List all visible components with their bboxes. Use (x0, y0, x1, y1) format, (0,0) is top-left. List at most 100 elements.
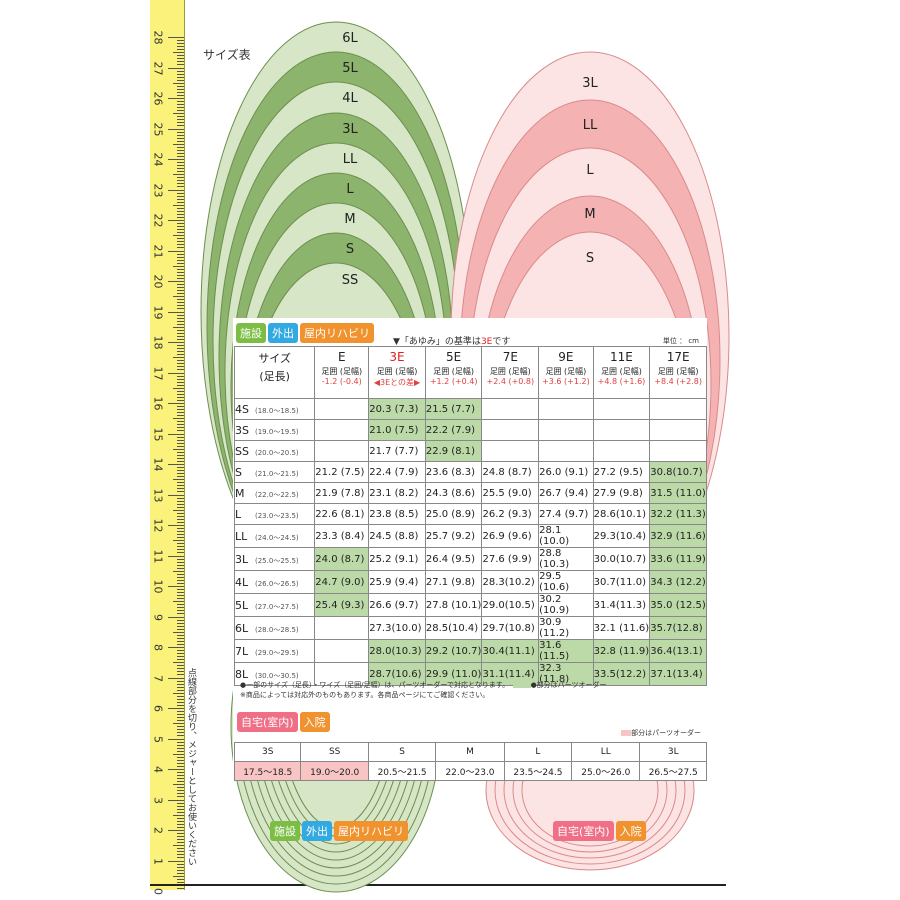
ruler-tick (177, 168, 184, 170)
ruler-tick (177, 268, 184, 270)
ruler-tick (173, 540, 184, 542)
ruler-tick (177, 119, 184, 121)
ruler-tick (177, 241, 184, 243)
table-row: 3S (19.0〜19.5) 21.0 (7.5) 22.2 (7.9) (233, 419, 707, 441)
table-cell: 29.9 (11.0) (424, 662, 483, 686)
ruler-tick (177, 439, 184, 441)
header-size-label: サイズ (258, 352, 291, 365)
table-cell: 35.0 (12.5) (649, 593, 707, 617)
header-size: サイズ (足長) (233, 346, 316, 399)
ruler-tick (177, 284, 184, 286)
table-cell (314, 398, 370, 420)
ruler-tick (168, 342, 184, 343)
width-sub-label: 足囲 (足幅) (657, 367, 699, 376)
table-cell: 26.9 (9.6) (481, 524, 540, 548)
ruler-tick (173, 723, 184, 725)
ruler-tick (173, 204, 184, 206)
ruler-tick (177, 729, 184, 731)
ruler-tick (177, 345, 184, 347)
table-cell: 32.1 (11.6) (592, 616, 651, 640)
ruler-tick (168, 433, 184, 435)
header-width-9e: 9E 足囲 (足幅) +3.6 (+1.2) (538, 346, 594, 399)
ruler-tick (177, 476, 184, 478)
table-row: 6L (28.0〜28.5) 27.3(10.0) 28.5(10.4) 29.7(10… (233, 616, 707, 640)
table-cell: 22.9 (8.1) (424, 440, 483, 462)
ruler-tick (177, 775, 184, 777)
table-row: 3L (25.0〜25.5) 24.0 (8.7) 25.2 (9.1) 26.4 (9… (233, 547, 707, 571)
ruler-tick (168, 525, 184, 526)
ruler-tick (177, 543, 184, 545)
home-note: 部分はパーツオーダー (621, 728, 701, 738)
row-size-name: S (235, 465, 242, 479)
row-size-label: 3L (25.0〜25.5) (233, 547, 316, 571)
ruler-tick (177, 146, 184, 148)
tag-indoor-rehab: 屋内リハビリ (300, 323, 374, 343)
row-size-name: 3S (235, 423, 249, 437)
header-width-3e: 3E 足囲 (足幅) ◀3Eとの差▶ (368, 346, 426, 399)
pink-insole-label: L (586, 163, 594, 178)
row-size-label: 4L (26.0〜26.5) (233, 570, 316, 594)
table-cell: 23.6 (8.3) (424, 461, 483, 483)
ruler-tick (173, 143, 184, 145)
ruler-tick (177, 701, 184, 703)
ruler-tick (177, 802, 184, 804)
ruler-tick (177, 643, 184, 645)
table-row: SS (20.0〜20.5) 21.7 (7.7) 22.9 (8.1) (233, 440, 707, 462)
ruler-tick (177, 396, 184, 398)
ruler-tick (177, 866, 184, 868)
ruler-tick (168, 616, 184, 618)
note-2-text: ●部分はパーツオーダー (530, 681, 607, 689)
ruler-tick (177, 256, 184, 258)
ruler-tick (177, 110, 184, 112)
ruler-tick (177, 787, 184, 789)
table-cell: 27.2 (9.5) (592, 461, 651, 483)
width-sub-label: 足囲 (足幅) (489, 367, 531, 376)
ruler-tick (173, 174, 184, 176)
row-foot-range: (18.0〜18.5) (255, 406, 299, 415)
table-cell: 26.7 (9.4) (538, 482, 594, 504)
home-range-cell: 20.5〜21.5 (367, 761, 437, 781)
width-size-label: 7E (502, 350, 518, 364)
row-size-name: SS (235, 444, 249, 458)
ruler-tick (177, 351, 184, 353)
width-diff-label: +1.2 (+0.4) (429, 377, 478, 386)
ruler-tick (177, 833, 184, 835)
ruler-tick (177, 762, 184, 764)
ruler-tick (177, 70, 184, 72)
ruler-tick (177, 329, 184, 331)
ruler-tick (177, 500, 184, 502)
basis-post: です (492, 337, 511, 347)
ruler-tick (173, 418, 184, 420)
row-size-name: M (235, 486, 245, 500)
basis-pre: ▼「あゆみ」の基準は (393, 337, 481, 347)
ruler-tick (177, 293, 184, 295)
ruler-tick (177, 671, 184, 673)
ruler-tick (177, 177, 184, 179)
ruler-tick (177, 363, 184, 365)
home-note-text: 部分はパーツオーダー (631, 729, 701, 737)
ruler-tick (177, 650, 184, 652)
size-table-card: 施設 外出 屋内リハビリ ▼「あゆみ」の基準は3Eです 単位 ： cm サイズ (足… (233, 318, 707, 781)
table-notes: ●一部のサイズ（足長）・ワイズ（足囲/足幅）は、パーツオーダーで対応となります。… (240, 680, 607, 700)
ruler-tick (177, 107, 184, 109)
ruler-tick (168, 860, 184, 862)
home-size-cell: LL (571, 742, 641, 762)
ruler-tick (177, 259, 184, 261)
bottom-tag-facility: 施設 (270, 821, 300, 841)
ruler-tick (177, 637, 184, 639)
ruler-tick (177, 116, 184, 118)
note-1-text: ●一部のサイズ（足長）・ワイズ（足囲/足幅）は、パーツオーダーで対応となります。 (240, 681, 506, 689)
ruler-tick (177, 192, 184, 194)
table-row: S (21.0〜21.5) 21.2 (7.5) 22.4 (7.9) 23.6 (8.… (233, 461, 707, 483)
ruler-tick (177, 253, 184, 255)
ruler-tick (177, 308, 184, 310)
home-range-cell: 23.5〜24.5 (503, 761, 573, 781)
home-size-cell: S (367, 742, 437, 762)
table-cell: 26.2 (9.3) (481, 503, 540, 525)
ruler-tick (177, 348, 184, 350)
table-cell: 28.1 (10.0) (538, 524, 594, 548)
ruler-tick (177, 290, 184, 292)
table-cell: 29.0(10.5) (481, 593, 540, 617)
ruler-tick (177, 162, 184, 164)
table-cell: 29.3(10.4) (592, 524, 651, 548)
